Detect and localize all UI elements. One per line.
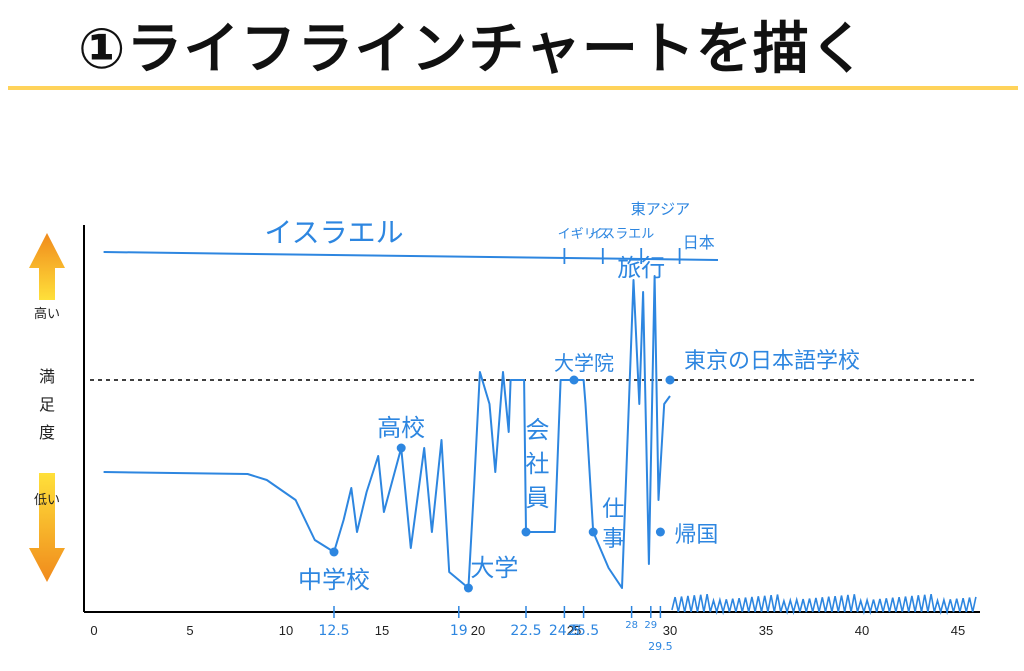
- milestone-label: 仕事: [602, 497, 624, 552]
- hand-tick-label: 12.5: [318, 623, 349, 639]
- satisfaction-arrow-up: [29, 233, 65, 300]
- satisfaction-arrow-down: [29, 473, 65, 582]
- hand-tick-label: 25.5: [568, 623, 599, 639]
- timeline-label: イギリス: [558, 227, 610, 242]
- hand-tick-label: 24.5: [549, 623, 580, 639]
- y-label-high: 高い: [34, 306, 60, 322]
- milestone-dot: [588, 527, 598, 537]
- milestone-dot: [655, 527, 665, 537]
- x-tick-labels: 0 5 10 15 20 25 30 35 40 45: [90, 623, 965, 638]
- milestone-dot: [396, 443, 406, 453]
- milestone-dot: [521, 527, 531, 537]
- y-label-mid: 満足度: [39, 367, 55, 442]
- x-hand-tick-labels: 12.5 19 22.5 24.525.5 28 29 29.5: [318, 606, 673, 653]
- timeline-line: [103, 251, 719, 261]
- milestone-label: 帰国: [674, 523, 718, 548]
- milestone-label: 大学: [470, 554, 518, 582]
- timeline-label: イスラエル: [264, 216, 403, 249]
- timeline-label: 日本: [683, 233, 715, 252]
- timeline-label: イスラエル: [590, 227, 655, 242]
- hand-tick-label: 29: [644, 620, 657, 631]
- satisfaction-line: [103, 275, 671, 589]
- title-underline: [8, 86, 1018, 90]
- hand-tick-label: 22.5: [510, 623, 541, 639]
- x-tick-label: 30: [663, 623, 677, 638]
- x-tick-label: 20: [471, 623, 485, 638]
- y-label-low: 低い: [34, 493, 60, 508]
- hand-tick-label: 19: [450, 623, 468, 639]
- milestone-label: 東京の日本語学校: [684, 349, 860, 374]
- x-tick-label: 35: [759, 623, 773, 638]
- milestone-label: 旅行: [617, 254, 665, 282]
- x-tick-label: 15: [375, 623, 389, 638]
- x-tick-label: 45: [951, 623, 965, 638]
- hand-tick-label: 28: [625, 620, 638, 631]
- milestone-dot: [665, 375, 675, 385]
- page-title: ①ライフラインチャートを描く: [78, 17, 867, 82]
- milestone-label: 会社員: [526, 416, 550, 512]
- x-tick-label: 25: [567, 623, 581, 638]
- hand-tick-label: 29.5: [648, 640, 673, 653]
- milestone-dot: [463, 583, 473, 593]
- milestone-dot: [329, 547, 339, 557]
- timeline-label: 東アジア: [631, 200, 690, 218]
- x-tick-label: 5: [186, 623, 193, 638]
- milestone-dot: [569, 375, 579, 385]
- milestone-label: 大学院: [554, 351, 614, 375]
- milestone-label: 高校: [377, 414, 425, 442]
- milestone-label: 中学校: [298, 566, 370, 594]
- x-tick-label: 0: [90, 623, 97, 638]
- x-tick-label: 40: [855, 623, 869, 638]
- future-scribble: [671, 593, 977, 616]
- x-tick-label: 10: [279, 623, 293, 638]
